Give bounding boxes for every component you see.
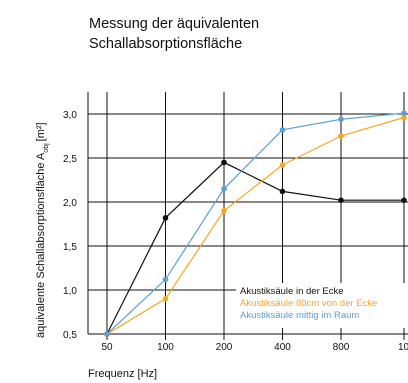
legend-entry: Akustiksäule in der Ecke xyxy=(240,286,344,297)
series-line xyxy=(106,112,405,335)
data-point xyxy=(401,114,407,121)
x-tick-label: 50 xyxy=(101,342,113,353)
data-point xyxy=(401,110,407,116)
x-tick-label: 400 xyxy=(274,342,291,353)
series-line xyxy=(106,116,405,335)
y-tick-label: 0,5 xyxy=(63,330,77,341)
data-point xyxy=(338,133,344,139)
series-2 xyxy=(104,110,407,337)
x-axis-label: Frequenz [Hz] xyxy=(88,368,157,380)
x-axis-ticks: 50 100 200 400 800 1000 xyxy=(101,342,408,353)
series-0 xyxy=(104,159,407,337)
y-tick-label: 1,0 xyxy=(63,286,77,297)
y-tick-label: 2,5 xyxy=(63,154,77,165)
x-tick-label: 200 xyxy=(216,342,233,353)
x-tick-label: 800 xyxy=(333,342,350,353)
y-axis-ticks: 0,5 1,0 1,5 2,0 2,5 3,0 xyxy=(63,110,77,341)
y-axis-label-main: äquivalente Schallabsorptionsfläche A xyxy=(35,152,47,338)
x-tick-label: 100 xyxy=(157,342,174,353)
y-tick-label: 3,0 xyxy=(63,110,77,121)
data-point xyxy=(221,208,227,214)
y-axis-label-unit: [m²] xyxy=(35,122,47,141)
data-point xyxy=(162,296,169,302)
series-line xyxy=(106,161,404,335)
y-axis-label: äquivalente Schallabsorptionsfläche Aobj… xyxy=(35,122,50,338)
data-point xyxy=(104,331,110,337)
legend-entry: Akustiksäule mittig im Raum xyxy=(240,310,359,321)
chart-title-line-2: Schallabsorptionsfläche xyxy=(89,36,242,52)
y-axis-label-sub: obj xyxy=(43,143,50,153)
data-point xyxy=(279,127,286,133)
data-point xyxy=(162,215,169,221)
legend-entry: Akustiksäule 80cm von der Ecke xyxy=(240,298,377,309)
data-point xyxy=(401,197,407,204)
data-point xyxy=(162,276,169,283)
y-tick-label: 2,0 xyxy=(63,198,77,209)
series xyxy=(104,110,407,337)
data-point xyxy=(279,188,286,195)
data-point xyxy=(279,162,286,168)
chart-title-line-1: Messung der äquivalenten xyxy=(89,16,259,32)
data-point xyxy=(221,186,227,192)
legend-background xyxy=(236,283,408,328)
y-tick-label: 1,5 xyxy=(63,242,77,253)
data-point xyxy=(221,159,227,166)
data-point xyxy=(338,116,344,123)
data-point xyxy=(338,197,344,204)
x-tick-label: 1000 xyxy=(398,342,408,353)
